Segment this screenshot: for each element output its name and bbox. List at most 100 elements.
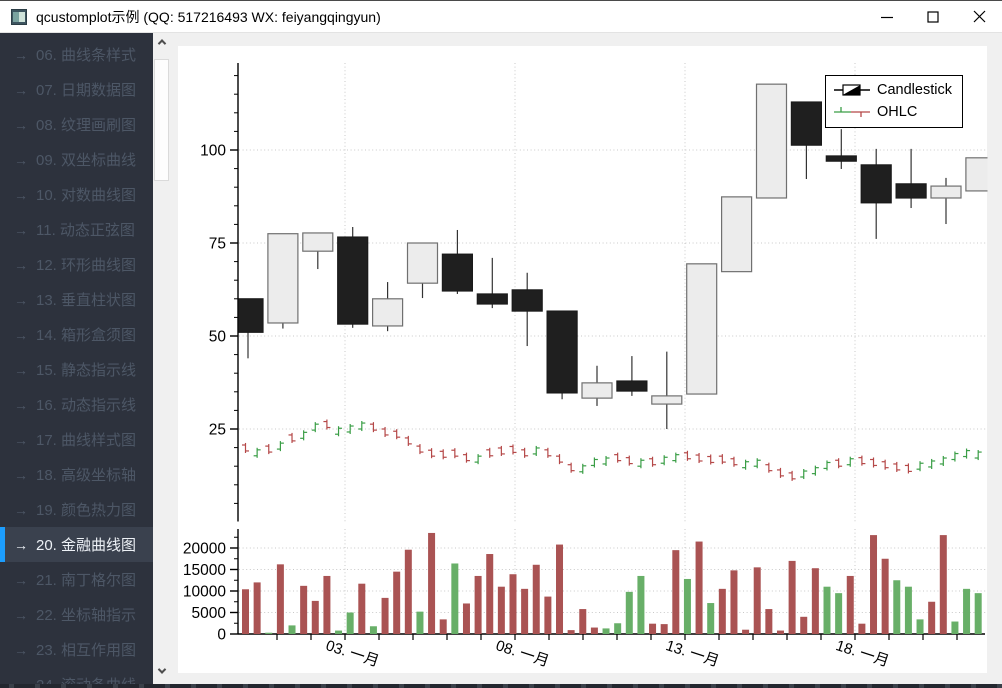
sidebar-item-label: 08. 纹理画刷图 (36, 117, 137, 134)
arrow-right-icon: → (14, 641, 28, 658)
arrow-right-icon: → (14, 81, 28, 98)
svg-text:0: 0 (217, 627, 226, 644)
sidebar-item-label: 20. 金融曲线图 (36, 537, 137, 554)
legend-item-candlestick: Candlestick (834, 82, 952, 98)
sidebar-item-7[interactable]: → 07. 日期数据图 (0, 72, 153, 107)
sidebar-item-label: 17. 曲线样式图 (36, 432, 137, 449)
title-bar: qcustomplot示例 (QQ: 517216493 WX: feiyang… (0, 1, 1002, 33)
svg-text:25: 25 (209, 422, 226, 439)
sidebar-item-label: 22. 坐标轴指示 (36, 607, 137, 624)
arrow-right-icon: → (14, 536, 28, 553)
svg-text:50: 50 (209, 329, 227, 346)
sidebar-item-8[interactable]: → 08. 纹理画刷图 (0, 107, 153, 142)
svg-text:75: 75 (209, 236, 226, 253)
arrow-right-icon: → (14, 151, 28, 168)
arrow-right-icon: → (14, 116, 28, 133)
legend-label: OHLC (877, 104, 918, 120)
arrow-right-icon: → (14, 606, 28, 623)
sidebar-item-16[interactable]: → 16. 动态指示线 (0, 387, 153, 422)
background-window-strip (0, 684, 1002, 688)
maximize-icon (927, 10, 939, 23)
sidebar-item-label: 23. 相互作用图 (36, 642, 137, 659)
sidebar-item-label: 21. 南丁格尔图 (36, 572, 137, 589)
arrow-right-icon: → (14, 676, 28, 686)
arrow-right-icon: → (14, 291, 28, 308)
grid-lines (239, 63, 987, 634)
candlestick-series (238, 83, 988, 429)
sidebar-menu: → 06. 曲线条样式 → 07. 日期数据图 → 08. 纹理画刷图 → 09. 双坐标曲线… (0, 37, 153, 685)
ohlc-series (242, 419, 982, 481)
arrow-right-icon: → (14, 431, 28, 448)
chart-legend: Candlestick OHLC (825, 75, 963, 128)
sidebar-item-label: 11. 动态正弦图 (36, 222, 135, 239)
sidebar-item-label: 07. 日期数据图 (36, 82, 137, 99)
arrow-right-icon: → (14, 361, 28, 378)
legend-item-ohlc: OHLC (834, 104, 952, 120)
sidebar-item-14[interactable]: → 14. 箱形盒须图 (0, 317, 153, 352)
sidebar-item-label: 14. 箱形盒须图 (36, 327, 137, 344)
svg-text:10000: 10000 (183, 584, 226, 601)
window-title: qcustomplot示例 (QQ: 517216493 WX: feiyang… (36, 8, 381, 25)
chart-panel: 25 50 75 100 0 5000 10000 15000 20000 03. 一月 08. 一… (170, 33, 1002, 685)
sidebar-item-19[interactable]: → 19. 颜色热力图 (0, 492, 153, 527)
scroll-down-button[interactable] (153, 662, 170, 679)
sidebar-item-label: 16. 动态指示线 (36, 397, 137, 414)
sidebar-item-label: 09. 双坐标曲线 (36, 152, 137, 169)
sidebar-item-9[interactable]: → 09. 双坐标曲线 (0, 142, 153, 177)
sidebar-item-22[interactable]: → 22. 坐标轴指示 (0, 597, 153, 632)
svg-text:20000: 20000 (183, 541, 226, 558)
sidebar-item-label: 19. 颜色热力图 (36, 502, 137, 519)
legend-label: Candlestick (877, 82, 952, 98)
sidebar-scrollbar[interactable] (153, 33, 170, 685)
minimize-icon (881, 16, 893, 18)
arrow-right-icon: → (14, 221, 28, 238)
svg-text:5000: 5000 (192, 605, 227, 622)
sidebar-item-13[interactable]: → 13. 垂直柱状图 (0, 282, 153, 317)
sidebar-item-23[interactable]: → 23. 相互作用图 (0, 632, 153, 667)
arrow-right-icon: → (14, 326, 28, 343)
selected-accent-bar (0, 527, 5, 562)
sidebar-item-20[interactable]: → 20. 金融曲线图 (0, 527, 153, 562)
ohlc-legend-icon (834, 107, 870, 117)
maximize-button[interactable] (910, 1, 956, 33)
sidebar-item-15[interactable]: → 15. 静态指示线 (0, 352, 153, 387)
arrow-right-icon: → (14, 186, 28, 203)
volume-bars (242, 532, 982, 634)
arrow-right-icon: → (14, 256, 28, 273)
sidebar-item-label: 10. 对数曲线图 (36, 187, 137, 204)
sidebar: → 06. 曲线条样式 → 07. 日期数据图 → 08. 纹理画刷图 → 09. 双坐标曲线… (0, 33, 170, 685)
chevron-up-icon (157, 38, 166, 48)
candlestick-legend-icon (834, 84, 870, 96)
sidebar-item-24[interactable]: → 24. 滚动条曲线 (0, 667, 153, 686)
svg-text:100: 100 (200, 143, 226, 160)
chevron-down-icon (157, 664, 166, 674)
sidebar-item-11[interactable]: → 11. 动态正弦图 (0, 212, 153, 247)
close-icon (973, 10, 985, 23)
sidebar-item-label: 24. 滚动条曲线 (36, 674, 136, 685)
svg-text:15000: 15000 (183, 562, 226, 579)
sidebar-item-label: 06. 曲线条样式 (36, 47, 137, 64)
sidebar-item-18[interactable]: → 18. 高级坐标轴 (0, 457, 153, 492)
sidebar-item-label: 12. 环形曲线图 (36, 257, 137, 274)
scrollbar-thumb[interactable] (154, 59, 169, 181)
scroll-up-button[interactable] (153, 33, 170, 50)
sidebar-item-label: 15. 静态指示线 (36, 362, 137, 379)
sidebar-item-label: 13. 垂直柱状图 (36, 292, 137, 309)
arrow-right-icon: → (14, 571, 28, 588)
arrow-right-icon: → (14, 501, 28, 518)
close-button[interactable] (956, 1, 1002, 33)
sidebar-item-12[interactable]: → 12. 环形曲线图 (0, 247, 153, 282)
arrow-right-icon: → (14, 46, 28, 63)
arrow-right-icon: → (14, 466, 28, 483)
sidebar-item-6[interactable]: → 06. 曲线条样式 (0, 37, 153, 72)
sidebar-item-label: 18. 高级坐标轴 (36, 467, 137, 484)
window-controls (864, 1, 1002, 33)
sidebar-item-17[interactable]: → 17. 曲线样式图 (0, 422, 153, 457)
sidebar-item-10[interactable]: → 10. 对数曲线图 (0, 177, 153, 212)
arrow-right-icon: → (14, 396, 28, 413)
app-icon (11, 8, 27, 25)
minimize-button[interactable] (864, 1, 910, 33)
sidebar-item-21[interactable]: → 21. 南丁格尔图 (0, 562, 153, 597)
